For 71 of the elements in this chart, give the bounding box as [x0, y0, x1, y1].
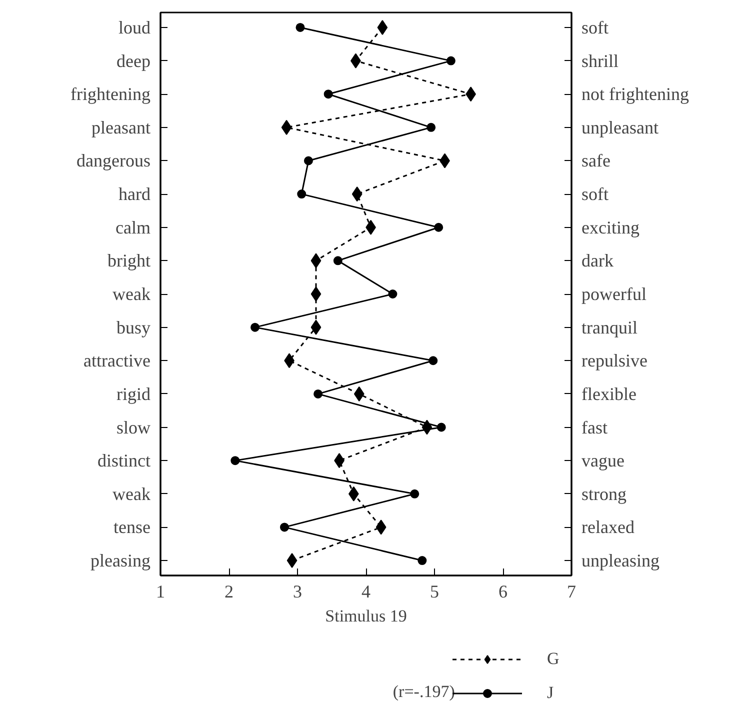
point	[297, 190, 306, 199]
y2-tick-label: vague	[582, 450, 624, 471]
point	[310, 253, 322, 268]
legend-label: J	[547, 683, 555, 703]
y-tick-label: attractive	[84, 350, 151, 371]
text: (r=-.197)	[392, 682, 455, 701]
point	[310, 286, 322, 302]
y2-tick-label: soft	[582, 17, 608, 38]
x-tick-label: 3	[293, 582, 302, 602]
y-tick-label: busy	[116, 317, 151, 338]
y-tick-label: slow	[116, 417, 151, 438]
point	[377, 20, 388, 35]
y2-tick-label: fast	[582, 417, 608, 438]
y-tick-label: weak	[112, 484, 151, 504]
point	[314, 389, 323, 398]
x-tick-label: 4	[362, 582, 370, 602]
y-tick-label: rigid	[116, 384, 151, 404]
point	[418, 556, 427, 565]
y-tick-label: weak	[112, 284, 151, 304]
y-tick-label: loud	[118, 17, 151, 38]
y2-tick-label: strong	[582, 484, 626, 504]
point	[296, 23, 305, 32]
point	[352, 186, 362, 202]
y2-tick-label: unpleasant	[582, 117, 658, 138]
point	[436, 422, 446, 432]
y2-tick-label: exciting	[582, 217, 640, 238]
y2-tick-label: dark	[582, 250, 614, 271]
y-tick-label: hard	[118, 184, 150, 204]
y2-tick-label: relaxed	[582, 517, 634, 538]
point	[428, 356, 438, 366]
point	[230, 456, 240, 466]
x-tick-label: 1	[156, 582, 165, 602]
point	[376, 520, 386, 535]
y-tick-label: deep	[116, 50, 151, 71]
point	[286, 553, 298, 568]
point	[388, 290, 398, 298]
y-tick-label: pleasant	[92, 117, 151, 138]
x-axis-title: Stimulus 19	[325, 606, 407, 626]
y2-tick-label: repulsive	[582, 350, 648, 371]
point	[310, 320, 322, 335]
point	[281, 120, 292, 135]
x-tick-label: 5	[430, 582, 439, 602]
y-tick-label: pleasing	[90, 550, 151, 571]
y2-tick-label: shrill	[582, 50, 619, 71]
x-tick-label: 7	[567, 582, 576, 602]
y-tick-label: bright	[108, 250, 151, 271]
y2-tick-label: flexible	[582, 384, 636, 404]
point	[250, 322, 260, 332]
y2-tick-label: soft	[582, 184, 608, 204]
point	[410, 489, 420, 498]
point	[280, 522, 289, 532]
y2-tick-label: tranquil	[582, 317, 638, 338]
point	[333, 256, 342, 266]
y-tick-label: distinct	[98, 450, 150, 471]
point	[324, 90, 333, 99]
point	[426, 122, 436, 132]
y-tick-label: frightening	[70, 84, 151, 104]
y2-tick-label: safe	[582, 150, 610, 171]
point	[304, 156, 313, 166]
x-tick-label: 2	[224, 582, 234, 602]
legend-label: G	[547, 649, 560, 669]
point	[434, 222, 444, 232]
y-tick-label: calm	[116, 217, 151, 238]
y2-tick-label: not frightening	[582, 84, 689, 104]
y-tick-label: dangerous	[76, 150, 151, 171]
y-tick-label: tense	[114, 517, 151, 538]
y2-tick-label: unpleasing	[582, 550, 660, 571]
x-tick-label: 6	[498, 582, 508, 602]
point	[354, 386, 364, 402]
y2-tick-label: powerful	[582, 284, 646, 304]
point	[446, 56, 456, 66]
